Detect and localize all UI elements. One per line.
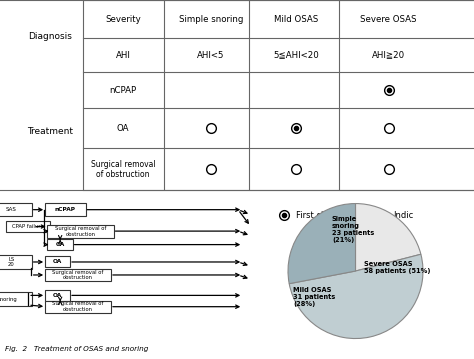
Text: Severe OSAS
58 patients (51%): Severe OSAS 58 patients (51%) [364,261,430,274]
Text: Mild OSAS
31 patients
(28%): Mild OSAS 31 patients (28%) [293,287,336,307]
Text: Simple
snoring
23 patients
(21%): Simple snoring 23 patients (21%) [332,216,374,243]
Text: AHI<5: AHI<5 [197,51,225,60]
Text: Surgical removal of
obstruction: Surgical removal of obstruction [53,301,104,312]
Text: nCPAP: nCPAP [55,207,76,212]
FancyBboxPatch shape [7,221,50,233]
Text: Treatment: Treatment [27,127,73,136]
Text: OA: OA [53,293,62,298]
Text: OA: OA [55,242,65,247]
FancyBboxPatch shape [45,269,111,281]
Text: First choice: First choice [296,210,344,219]
FancyBboxPatch shape [45,290,71,301]
Text: Surgical removal of
obstruction: Surgical removal of obstruction [55,226,106,237]
Text: Mild OSAS: Mild OSAS [274,14,319,24]
Text: Fig.  2   Treatment of OSAS and snoring: Fig. 2 Treatment of OSAS and snoring [5,345,148,351]
Wedge shape [288,204,356,284]
Text: LS
20: LS 20 [8,257,15,267]
Text: OA: OA [117,124,129,133]
Text: Surgical removal of
obstruction: Surgical removal of obstruction [53,270,104,280]
Text: Diagnosis: Diagnosis [28,32,72,41]
Text: Severity: Severity [105,14,141,24]
Text: CPAP failure: CPAP failure [12,224,44,229]
Wedge shape [356,204,421,271]
Text: Simple snoring: Simple snoring [179,14,243,24]
FancyBboxPatch shape [45,256,71,267]
Text: 5≦AHI<20: 5≦AHI<20 [273,51,319,60]
Text: nCPAP: nCPAP [109,86,137,95]
FancyBboxPatch shape [0,292,32,306]
FancyBboxPatch shape [45,301,111,313]
Text: Surgical removal
of obstruction: Surgical removal of obstruction [91,160,155,179]
Text: OA: OA [53,259,62,264]
Text: AHI≧20: AHI≧20 [372,51,405,60]
Text: SAS: SAS [6,207,17,212]
Wedge shape [289,254,423,339]
FancyBboxPatch shape [45,203,86,216]
Text: AHI: AHI [116,51,131,60]
FancyBboxPatch shape [0,255,32,269]
Text: snoring: snoring [0,297,18,302]
FancyBboxPatch shape [0,203,32,216]
FancyBboxPatch shape [47,239,73,250]
FancyBboxPatch shape [47,225,114,238]
Text: Severe OSAS: Severe OSAS [360,14,417,24]
Text: Indic: Indic [393,210,414,219]
